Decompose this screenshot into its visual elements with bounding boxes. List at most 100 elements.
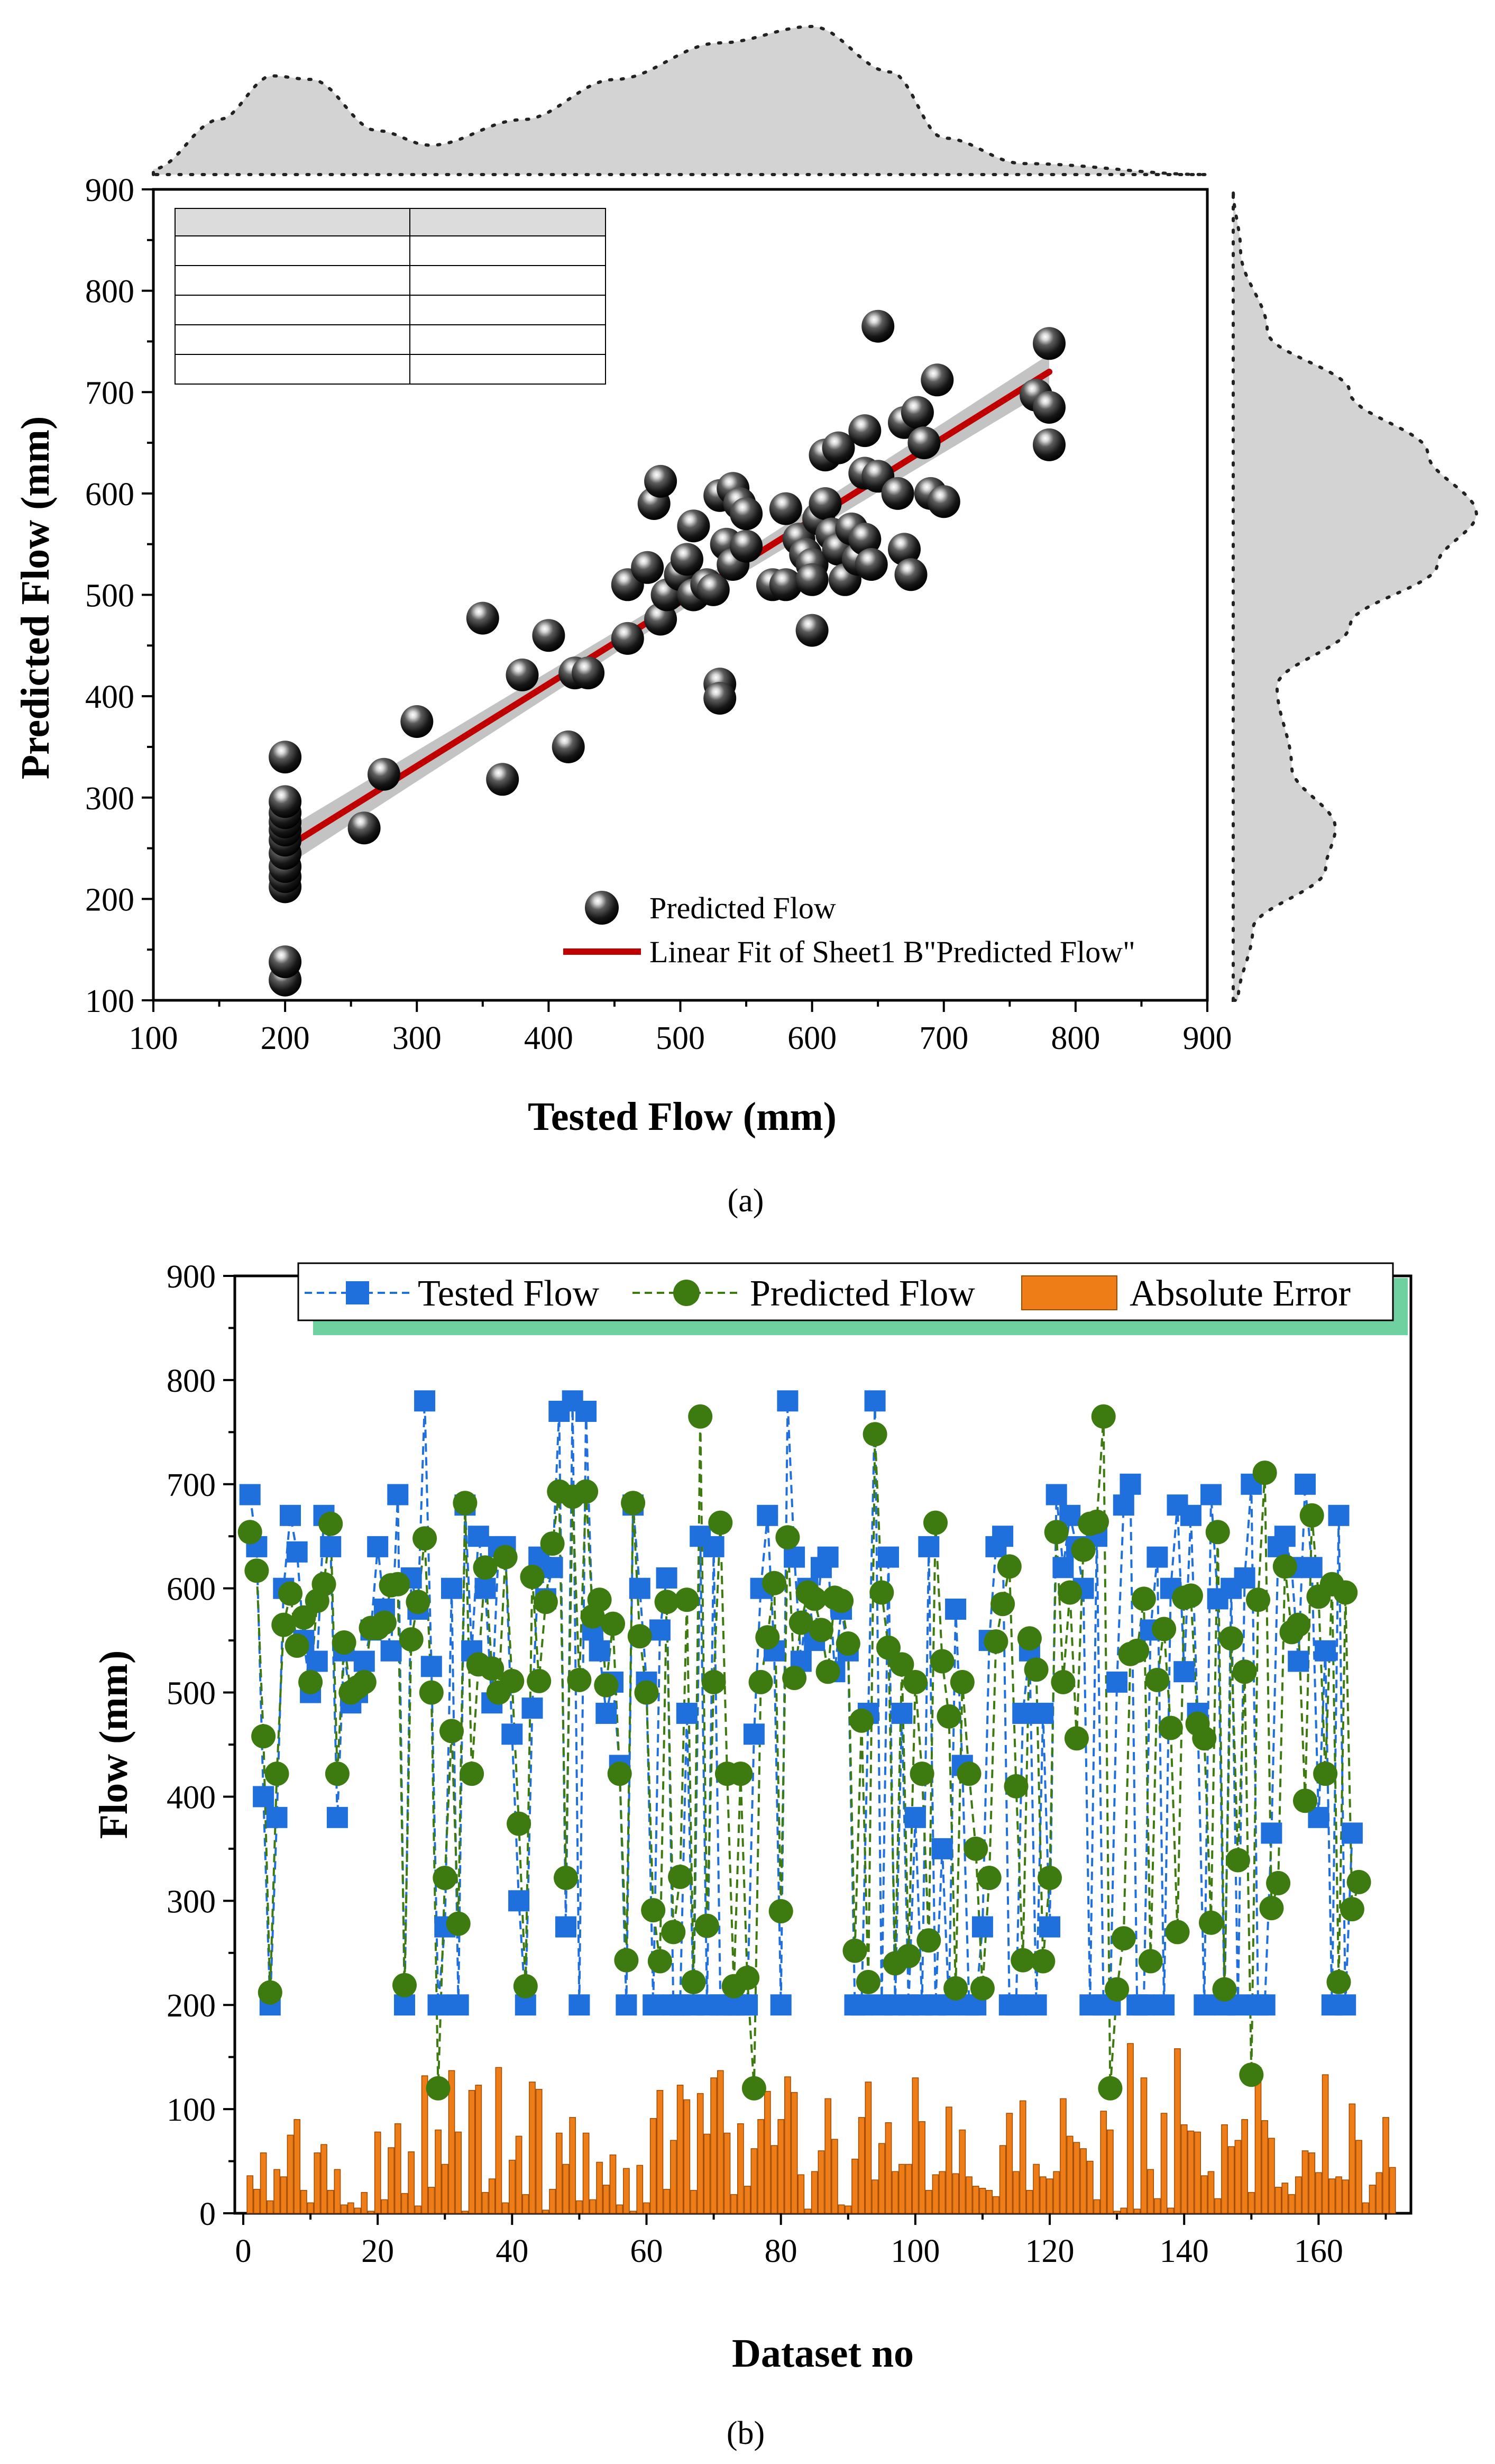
error-bar xyxy=(1369,2185,1376,2214)
error-bar xyxy=(495,2067,502,2214)
predicted-flow-marker xyxy=(258,1980,282,2005)
scatter-point xyxy=(572,656,605,690)
error-bar xyxy=(246,2175,254,2214)
predicted-flow-marker xyxy=(964,1836,988,1861)
error-bar xyxy=(703,2133,711,2214)
scatter-point xyxy=(506,658,539,691)
scatter-point xyxy=(907,426,941,460)
predicted-flow-marker xyxy=(453,1491,478,1516)
error-bar xyxy=(542,2210,549,2214)
predicted-flow-marker xyxy=(782,1666,807,1690)
error-bar xyxy=(421,2075,428,2214)
tested-flow-marker xyxy=(595,1702,617,1724)
predicted-flow-marker xyxy=(836,1631,860,1656)
error-bar xyxy=(1308,2152,1316,2214)
y-tick-label-a: 100 xyxy=(85,983,134,1019)
y-tick-label-b: 800 xyxy=(167,1363,216,1399)
predicted-flow-marker xyxy=(708,1510,733,1535)
predicted-flow-marker xyxy=(943,1976,968,2001)
error-bar xyxy=(334,2169,341,2214)
error-bar xyxy=(435,2129,442,2214)
scatter-point xyxy=(927,485,960,518)
error-bar xyxy=(986,2189,993,2214)
table-row xyxy=(175,235,606,266)
predicted-flow-marker xyxy=(701,1669,726,1694)
predicted-flow-marker xyxy=(1212,1977,1237,2002)
legend-error-bar-icon xyxy=(1021,1275,1117,1310)
tested-flow-marker xyxy=(266,1806,288,1828)
tested-flow-marker xyxy=(971,1916,993,1938)
x-tick-label-b: 120 xyxy=(1025,2233,1075,2269)
tested-flow-marker xyxy=(1328,1504,1350,1526)
legend-label-tested: Tested Flow xyxy=(418,1273,600,1314)
error-bar xyxy=(905,2164,912,2214)
error-bar xyxy=(851,2158,858,2214)
y-tick-label-a: 300 xyxy=(85,781,134,817)
predicted-flow-marker xyxy=(688,1404,713,1429)
tested-flow-marker xyxy=(1301,1557,1323,1578)
y-tick-label-a: 800 xyxy=(85,274,134,310)
tested-flow-marker xyxy=(817,1546,839,1568)
predicted-flow-marker xyxy=(237,1520,262,1545)
error-bar xyxy=(408,2151,415,2214)
error-bar xyxy=(1107,2129,1114,2214)
error-bar xyxy=(341,2204,347,2214)
predicted-flow-marker xyxy=(1152,1617,1177,1641)
predicted-flow-marker xyxy=(285,1633,309,1658)
predicted-flow-marker xyxy=(889,1652,914,1677)
error-bar xyxy=(1254,2067,1262,2214)
error-bar xyxy=(267,2200,274,2214)
error-bar xyxy=(898,2164,905,2214)
error-bar xyxy=(663,2188,670,2214)
scatter-point xyxy=(532,619,565,652)
y-tick-label-b: 700 xyxy=(167,1467,216,1503)
tested-flow-marker xyxy=(508,1890,530,1912)
predicted-flow-marker xyxy=(1125,1638,1150,1663)
error-bar xyxy=(1013,2171,1020,2214)
table-row xyxy=(175,295,606,325)
error-bar xyxy=(1187,2130,1195,2214)
predicted-flow-marker xyxy=(1178,1583,1203,1608)
error-bar xyxy=(1093,2199,1100,2214)
tested-flow-marker xyxy=(784,1546,805,1568)
predicted-flow-marker xyxy=(1192,1726,1217,1751)
tested-flow-marker xyxy=(394,1994,415,2016)
tested-flow-marker xyxy=(1254,1994,1276,2016)
tested-flow-marker xyxy=(589,1640,610,1662)
predicted-flow-marker xyxy=(614,1948,639,1973)
table-row xyxy=(175,265,606,296)
x-tick-labels-b: 0 20 40 60 80 100 120 140 160 xyxy=(235,2233,1343,2269)
tested-flow-marker xyxy=(1341,1822,1363,1844)
predicted-flow-marker xyxy=(513,1974,538,1998)
tested-flow-marker xyxy=(643,1994,664,2016)
error-bar xyxy=(300,2189,307,2214)
error-bar xyxy=(1234,2140,1242,2214)
legend-tested-square-icon xyxy=(346,1281,369,1304)
x-tick-label-a: 400 xyxy=(524,1020,573,1056)
error-bar xyxy=(966,2176,973,2214)
predicted-flow-marker xyxy=(896,1943,921,1968)
tested-flow-marker xyxy=(501,1723,523,1745)
y-tick-label-a: 700 xyxy=(85,375,134,411)
x-tick-label-a: 300 xyxy=(392,1020,442,1056)
predicted-flow-marker xyxy=(1232,1659,1257,1684)
error-bar xyxy=(260,2152,267,2214)
predicted-flow-marker xyxy=(278,1581,302,1606)
error-bar xyxy=(320,2144,327,2214)
predicted-flow-marker xyxy=(1286,1612,1311,1637)
legend-sphere-icon xyxy=(585,891,619,925)
predicted-flow-marker xyxy=(1313,1762,1338,1786)
tested-flow-marker xyxy=(1113,1494,1134,1516)
predicted-flow-marker xyxy=(1299,1503,1324,1528)
error-bar xyxy=(381,2199,388,2214)
fit-statistics-table xyxy=(175,208,606,385)
predicted-flow-marker xyxy=(681,1969,706,1994)
scatter-point xyxy=(347,811,381,845)
tested-flow-marker xyxy=(1032,1702,1054,1724)
predicted-flow-marker xyxy=(1024,1657,1049,1682)
predicted-flow-marker xyxy=(621,1491,646,1516)
panel-label-b: (b) xyxy=(727,2415,765,2451)
predicted-flow-marker xyxy=(728,1762,753,1786)
predicted-flow-marker xyxy=(957,1762,982,1786)
